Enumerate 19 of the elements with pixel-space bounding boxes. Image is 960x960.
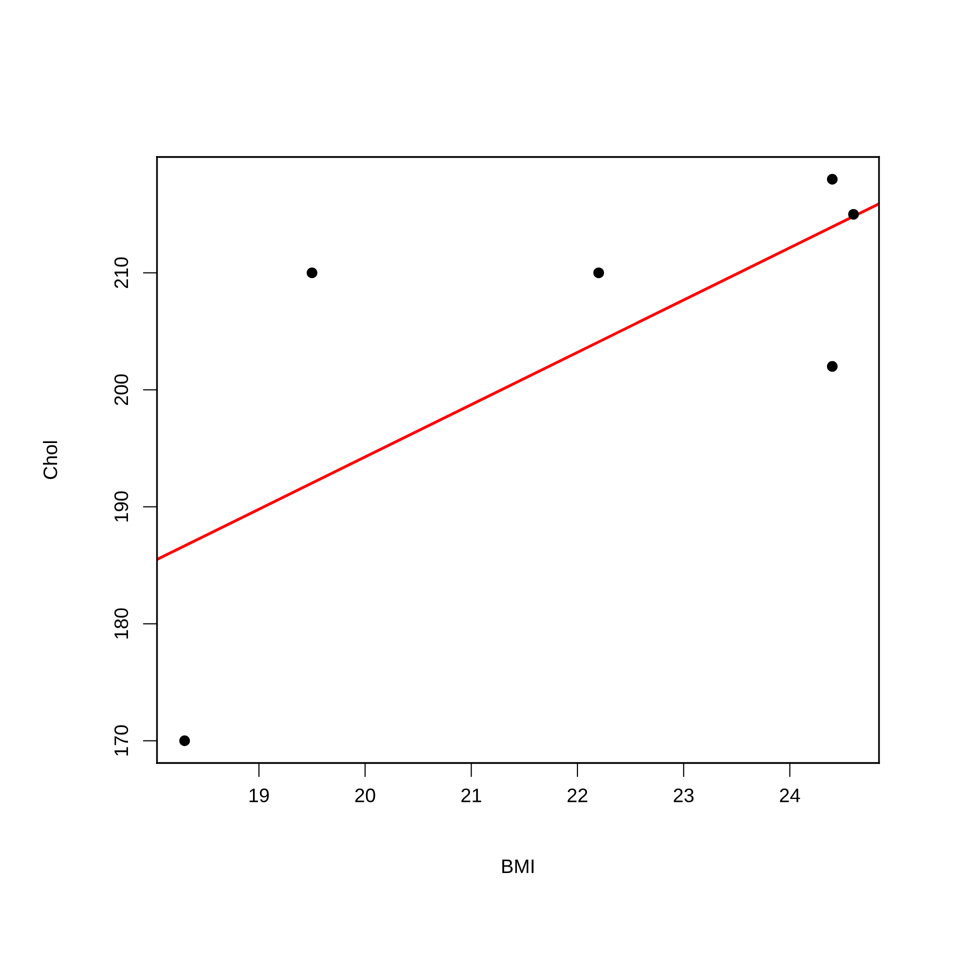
y-tick-label: 190	[114, 491, 128, 522]
point	[826, 174, 838, 185]
x-tick-label: 24	[780, 788, 800, 802]
point	[848, 208, 859, 220]
x-tick-label: 23	[674, 788, 694, 802]
point	[826, 361, 838, 372]
y-tick-label: 170	[114, 725, 128, 756]
y-tick-label: 210	[114, 257, 128, 288]
point	[593, 267, 604, 278]
x-tick-label: 19	[250, 788, 269, 802]
x-axis-title: BMI	[502, 860, 534, 873]
x-tick-label: 20	[355, 788, 376, 802]
y-axis-title: Chol	[42, 441, 58, 480]
x-tick-label: 22	[568, 788, 588, 802]
x-tick-label: 21	[461, 788, 482, 802]
point	[306, 267, 318, 278]
y-tick-label: 180	[114, 608, 128, 639]
point	[179, 735, 190, 746]
y-tick-label: 200	[114, 374, 128, 406]
